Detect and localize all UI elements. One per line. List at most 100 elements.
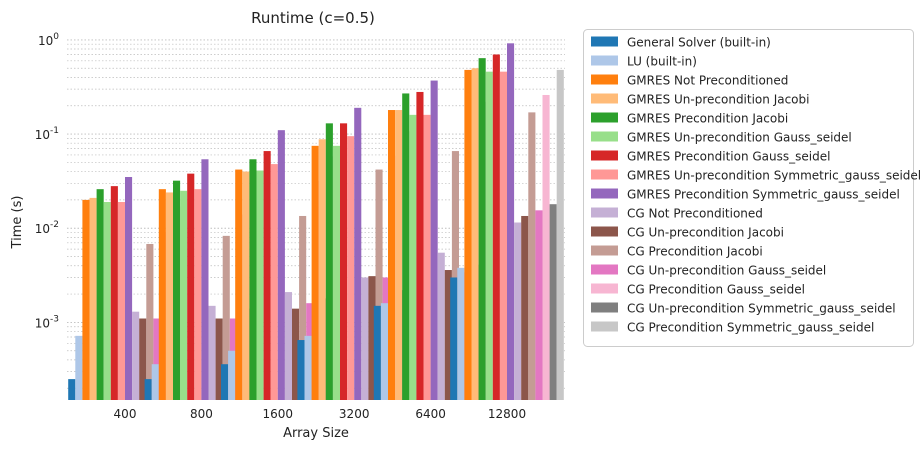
bar: [158, 189, 166, 400]
legend-label: GMRES Un-precondition Symmetric_gauss_se…: [627, 169, 921, 183]
bar: [361, 277, 369, 400]
x-tick-label: 1600: [263, 407, 294, 421]
x-tick-label: 400: [114, 407, 137, 421]
legend-swatch: [591, 93, 618, 104]
bar: [354, 107, 362, 400]
bar: [125, 177, 133, 400]
bar: [325, 123, 333, 400]
legend-swatch: [591, 36, 618, 47]
legend-swatch: [591, 302, 618, 313]
bar: [221, 364, 229, 400]
bar: [151, 364, 159, 400]
legend-label: GMRES Un-precondition Gauss_seidel: [627, 131, 852, 145]
bar: [395, 110, 403, 400]
bar: [311, 145, 319, 400]
x-tick-label: 12800: [488, 407, 526, 421]
bar: [173, 180, 181, 400]
bar: [450, 277, 458, 400]
legend-swatch: [591, 150, 618, 161]
bar: [423, 114, 431, 400]
bar: [528, 112, 536, 401]
bar: [457, 267, 465, 400]
bar: [492, 54, 500, 401]
bar: [499, 71, 507, 400]
bar: [215, 318, 223, 400]
bar: [132, 311, 140, 400]
legend-swatch: [591, 207, 618, 218]
bar: [340, 123, 348, 400]
y-axis-title: Time (s): [10, 196, 25, 250]
legend-swatch: [591, 188, 618, 199]
bar: [402, 93, 410, 400]
bar: [96, 189, 104, 400]
x-tick-label: 6400: [415, 407, 446, 421]
bar: [208, 305, 216, 400]
bar: [292, 308, 300, 400]
bar: [416, 91, 424, 401]
legend-label: CG Un-precondition Symmetric_gauss_seide…: [627, 302, 896, 316]
bar: [165, 192, 173, 400]
legend-label: CG Not Preconditioned: [627, 207, 763, 221]
legend-swatch: [591, 169, 618, 180]
bar: [464, 69, 472, 401]
bar: [380, 303, 388, 400]
bar: [187, 173, 195, 400]
y-tick-labels: 10-3 10-2 10-1 100: [35, 32, 60, 331]
bar: [180, 190, 188, 400]
bar: [549, 204, 557, 400]
bar: [332, 145, 340, 400]
bar: [318, 139, 326, 401]
legend-swatch: [591, 245, 618, 256]
y-tick-label: 10-3: [35, 314, 59, 330]
legend-label: CG Precondition Symmetric_gauss_seidel: [627, 321, 874, 335]
bar: [299, 215, 307, 400]
bar: [284, 292, 292, 400]
bar: [471, 68, 479, 400]
legend-label: GMRES Precondition Symmetric_gauss_seide…: [627, 188, 900, 202]
y-tick-label: 10-1: [35, 126, 59, 142]
bar: [139, 318, 147, 400]
bar: [110, 186, 118, 400]
bar: [451, 151, 459, 400]
bar: [535, 210, 543, 400]
bar: [153, 318, 161, 400]
bar: [304, 335, 312, 400]
legend-label: GMRES Precondition Gauss_seidel: [627, 150, 830, 164]
bar: [277, 130, 285, 401]
bar: [263, 151, 271, 400]
bar: [437, 252, 445, 400]
bar: [297, 340, 305, 400]
bar: [542, 94, 550, 401]
bar: [444, 270, 452, 400]
legend-swatch: [591, 264, 618, 275]
bar: [68, 379, 76, 400]
bar: [146, 244, 154, 400]
bar: [89, 197, 97, 400]
bar: [556, 69, 564, 401]
bar: [82, 199, 90, 400]
y-tick-label: 100: [38, 32, 59, 48]
legend-label: CG Un-precondition Gauss_seidel: [627, 264, 826, 278]
legend-swatch: [591, 131, 618, 142]
bar: [235, 169, 243, 400]
legend-label: CG Precondition Jacobi: [627, 245, 763, 259]
bar: [103, 201, 111, 400]
x-tick-label: 800: [190, 407, 213, 421]
bars: [68, 43, 564, 401]
legend-swatch: [591, 74, 618, 85]
x-tick-labels: 400 800 1600 3200 6400 12800: [114, 407, 527, 421]
legend-label: LU (built-in): [627, 55, 697, 69]
bar: [201, 159, 209, 400]
bar: [485, 71, 493, 400]
legend-swatch: [591, 321, 618, 332]
y-tick-label: 10-2: [35, 220, 59, 236]
legend-label: CG Precondition Gauss_seidel: [627, 283, 805, 297]
x-tick-label: 3200: [339, 407, 370, 421]
bar: [373, 305, 381, 400]
chart-title: Runtime (c=0.5): [251, 9, 375, 27]
legend-swatch: [591, 226, 618, 237]
bar: [117, 201, 125, 400]
legend-swatch: [591, 112, 618, 123]
bar: [75, 335, 83, 400]
